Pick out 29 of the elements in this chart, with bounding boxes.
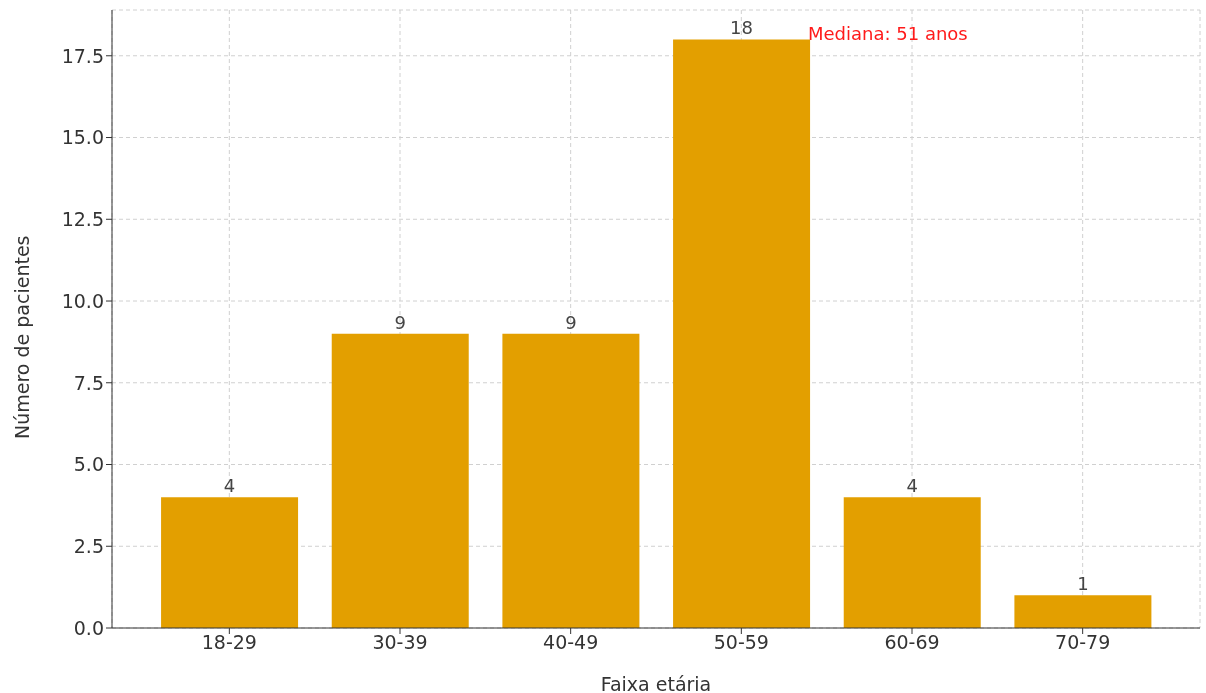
x-tick-label: 18-29 xyxy=(201,631,257,654)
y-tick-label: 12.5 xyxy=(61,208,104,231)
y-tick-label: 5.0 xyxy=(73,453,104,476)
y-tick-label: 17.5 xyxy=(61,44,104,67)
bar xyxy=(502,333,640,628)
bar xyxy=(673,39,811,628)
data-label: 4 xyxy=(223,475,236,497)
data-label: 4 xyxy=(906,475,918,497)
x-tick-label: 70-79 xyxy=(1055,631,1111,654)
data-label: 18 xyxy=(730,17,754,39)
data-label: 9 xyxy=(394,311,406,333)
annotation: Mediana: 51 anos xyxy=(808,23,968,44)
x-tick-label: 50-59 xyxy=(713,631,769,654)
x-axis-title: Faixa etária xyxy=(600,673,712,693)
bar xyxy=(161,497,299,628)
data-label: 1 xyxy=(1077,573,1089,595)
y-axis-title: Número de pacientes xyxy=(10,235,33,439)
y-tick-label: 7.5 xyxy=(73,371,104,394)
y-tick-label: 0.0 xyxy=(73,616,104,639)
y-tick-label: 15.0 xyxy=(61,126,104,149)
x-tick-label: 30-39 xyxy=(372,631,428,654)
data-label: 9 xyxy=(565,311,577,333)
y-tick-label: 2.5 xyxy=(73,535,104,557)
y-tick-label: 10.0 xyxy=(61,289,104,312)
x-tick-label: 40-49 xyxy=(543,631,599,654)
bar xyxy=(1014,595,1152,628)
bar xyxy=(843,497,981,628)
x-tick-label: 60-69 xyxy=(884,631,940,654)
bar xyxy=(331,333,469,628)
